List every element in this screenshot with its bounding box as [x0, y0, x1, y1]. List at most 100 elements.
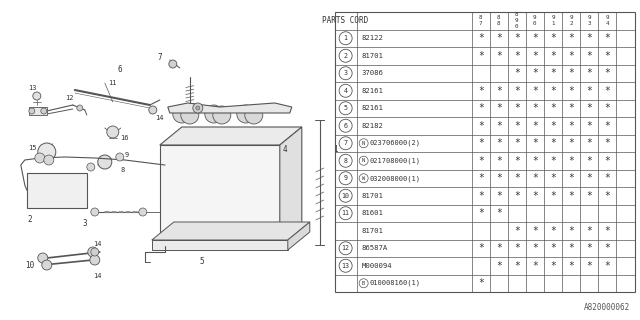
Text: 2: 2: [28, 215, 32, 225]
Text: 6: 6: [344, 123, 348, 129]
Circle shape: [42, 260, 52, 270]
Circle shape: [41, 108, 47, 114]
Circle shape: [339, 259, 352, 272]
Circle shape: [139, 208, 147, 216]
Text: *: *: [532, 226, 538, 236]
Text: *: *: [496, 208, 502, 218]
Text: *: *: [532, 68, 538, 78]
Text: *: *: [514, 68, 520, 78]
Text: 12: 12: [342, 245, 349, 251]
Circle shape: [149, 106, 157, 114]
Text: *: *: [604, 191, 610, 201]
Text: 10: 10: [342, 193, 349, 199]
Circle shape: [44, 155, 54, 165]
Text: *: *: [514, 86, 520, 96]
Text: A820000062: A820000062: [584, 303, 630, 312]
Polygon shape: [280, 127, 302, 240]
Text: *: *: [550, 191, 556, 201]
Circle shape: [38, 253, 48, 263]
Text: *: *: [568, 156, 574, 166]
Text: 82161: 82161: [362, 105, 383, 111]
Text: *: *: [478, 138, 484, 148]
Circle shape: [339, 137, 352, 150]
Circle shape: [87, 163, 95, 171]
Text: *: *: [532, 173, 538, 183]
Text: 9: 9: [344, 175, 348, 181]
Text: 8
9
0: 8 9 0: [515, 12, 518, 29]
Text: *: *: [550, 243, 556, 253]
Text: *: *: [568, 33, 574, 43]
Circle shape: [205, 105, 223, 123]
Text: *: *: [586, 191, 592, 201]
Text: *: *: [550, 51, 556, 61]
Text: 7: 7: [344, 140, 348, 146]
Text: *: *: [604, 86, 610, 96]
Bar: [160, 145, 280, 240]
Text: *: *: [496, 103, 502, 113]
Text: *: *: [496, 138, 502, 148]
Text: 1: 1: [333, 146, 338, 155]
Text: *: *: [496, 243, 502, 253]
Text: 81701: 81701: [362, 53, 383, 59]
Text: *: *: [514, 261, 520, 271]
Text: *: *: [550, 226, 556, 236]
Text: 7: 7: [157, 53, 162, 62]
Text: 14: 14: [93, 241, 102, 247]
Text: 3: 3: [344, 70, 348, 76]
Text: *: *: [568, 226, 574, 236]
Text: *: *: [568, 86, 574, 96]
Text: *: *: [604, 68, 610, 78]
Text: *: *: [586, 173, 592, 183]
Circle shape: [339, 172, 352, 185]
Circle shape: [339, 189, 352, 202]
Text: *: *: [550, 33, 556, 43]
Text: *: *: [586, 86, 592, 96]
Text: 12: 12: [65, 95, 74, 101]
Circle shape: [339, 102, 352, 115]
Circle shape: [237, 105, 255, 123]
Text: 4: 4: [282, 146, 287, 155]
Text: *: *: [532, 156, 538, 166]
Circle shape: [90, 255, 100, 265]
Text: *: *: [478, 156, 484, 166]
Text: *: *: [550, 138, 556, 148]
Circle shape: [213, 106, 231, 124]
Text: *: *: [496, 33, 502, 43]
Text: *: *: [514, 226, 520, 236]
Text: 4: 4: [344, 88, 348, 94]
Text: 81701: 81701: [362, 228, 383, 234]
Text: *: *: [514, 191, 520, 201]
Text: *: *: [532, 121, 538, 131]
Text: B: B: [362, 281, 365, 286]
Text: *: *: [586, 243, 592, 253]
Text: 13: 13: [342, 263, 349, 269]
Bar: [27, 173, 87, 208]
Text: *: *: [568, 121, 574, 131]
Text: 16: 16: [120, 135, 129, 141]
Circle shape: [173, 105, 191, 123]
Text: *: *: [532, 243, 538, 253]
Circle shape: [339, 32, 352, 45]
Text: *: *: [550, 156, 556, 166]
Text: 9
1: 9 1: [551, 15, 555, 26]
Text: 3: 3: [83, 219, 87, 228]
Text: 9
2: 9 2: [569, 15, 573, 26]
Circle shape: [359, 174, 368, 183]
Text: *: *: [514, 103, 520, 113]
Text: 11: 11: [342, 210, 349, 216]
Text: PARTS CORD: PARTS CORD: [323, 16, 369, 25]
Circle shape: [35, 153, 45, 163]
Text: *: *: [550, 173, 556, 183]
Circle shape: [339, 207, 352, 220]
Text: 9: 9: [125, 152, 129, 158]
Text: *: *: [496, 86, 502, 96]
Circle shape: [77, 105, 83, 111]
Circle shape: [98, 155, 112, 169]
Text: 14: 14: [156, 115, 164, 121]
Text: *: *: [604, 103, 610, 113]
Text: *: *: [550, 121, 556, 131]
Text: *: *: [514, 156, 520, 166]
Circle shape: [193, 103, 203, 113]
Circle shape: [245, 106, 263, 124]
Text: *: *: [532, 261, 538, 271]
